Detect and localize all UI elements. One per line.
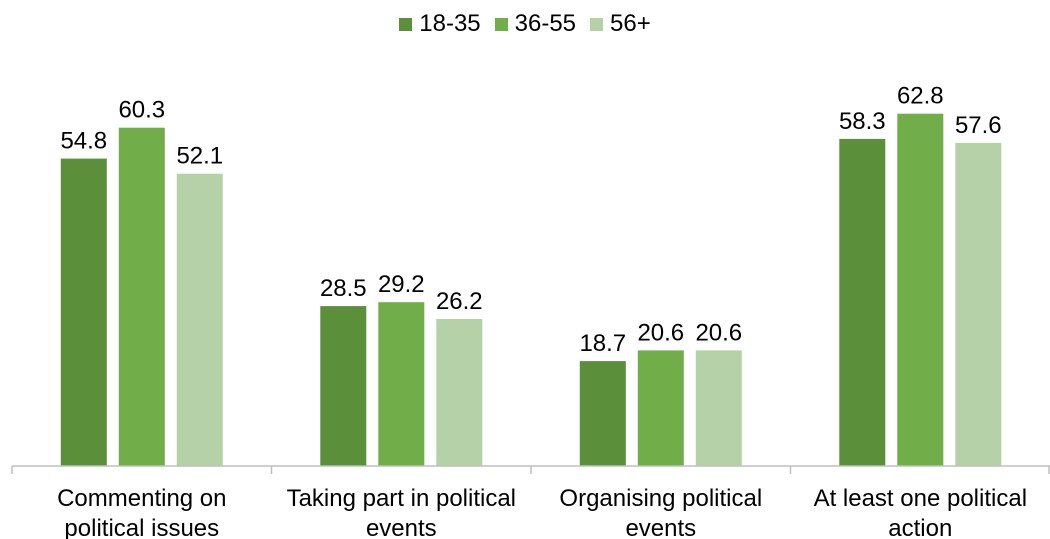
category-label-2: Organising political events bbox=[559, 485, 762, 539]
bar-36-55-cat1 bbox=[378, 302, 425, 466]
bar-36-55-cat3 bbox=[897, 113, 944, 466]
data-label-56+-cat2: 20.6 bbox=[695, 319, 742, 346]
legend-label-56plus: 56+ bbox=[610, 10, 651, 37]
legend-item-18-35: 18-35 bbox=[399, 10, 481, 38]
category-label-0: Commenting on political issues bbox=[57, 485, 226, 539]
bar-18-35-cat2 bbox=[579, 361, 626, 466]
bar-36-55-cat0 bbox=[118, 127, 165, 466]
data-label-56+-cat1: 26.2 bbox=[436, 288, 483, 315]
legend-item-36-55: 36-55 bbox=[494, 10, 577, 38]
data-label-36-55-cat0: 60.3 bbox=[118, 97, 165, 124]
data-label-36-55-cat1: 29.2 bbox=[378, 271, 425, 298]
data-label-36-55-cat2: 20.6 bbox=[637, 319, 684, 346]
x-axis bbox=[11, 465, 1050, 474]
bars-layer bbox=[60, 113, 1002, 466]
data-label-36-55-cat3: 62.8 bbox=[897, 83, 944, 110]
category-label-1: Taking part in political events bbox=[287, 485, 516, 539]
bar-18-35-cat1 bbox=[320, 306, 367, 466]
data-label-56+-cat3: 57.6 bbox=[955, 112, 1002, 139]
data-label-18-35-cat1: 28.5 bbox=[320, 275, 367, 302]
legend-label-18-35: 18-35 bbox=[419, 10, 481, 37]
bar-56+-cat2 bbox=[695, 350, 742, 466]
legend-item-56plus: 56+ bbox=[590, 10, 651, 38]
category-label-3: At least one political action bbox=[814, 485, 1027, 539]
bar-36-55-cat2 bbox=[637, 350, 684, 466]
data-label-18-35-cat2: 18.7 bbox=[579, 330, 626, 357]
legend: 18-35 36-55 56+ bbox=[0, 10, 1050, 38]
bar-56+-cat3 bbox=[955, 142, 1002, 466]
category-labels-layer: Commenting on political issues Taking part… bbox=[57, 485, 1027, 539]
legend-swatch-56plus bbox=[590, 17, 604, 31]
bar-18-35-cat3 bbox=[839, 138, 886, 466]
legend-swatch-36-55 bbox=[494, 17, 508, 31]
legend-swatch-18-35 bbox=[399, 17, 413, 31]
value-labels-layer: 54.8 60.3 52.1 28.5 29.2 26.2 18.7 20.6 20.6 58.3… bbox=[60, 83, 1001, 357]
data-label-18-35-cat3: 58.3 bbox=[839, 108, 886, 135]
data-label-56+-cat0: 52.1 bbox=[176, 143, 223, 170]
legend-label-36-55: 36-55 bbox=[514, 10, 577, 37]
bar-56+-cat0 bbox=[176, 173, 223, 466]
bar-18-35-cat0 bbox=[60, 158, 107, 466]
bar-56+-cat1 bbox=[436, 319, 483, 466]
data-label-18-35-cat0: 54.8 bbox=[60, 128, 107, 155]
